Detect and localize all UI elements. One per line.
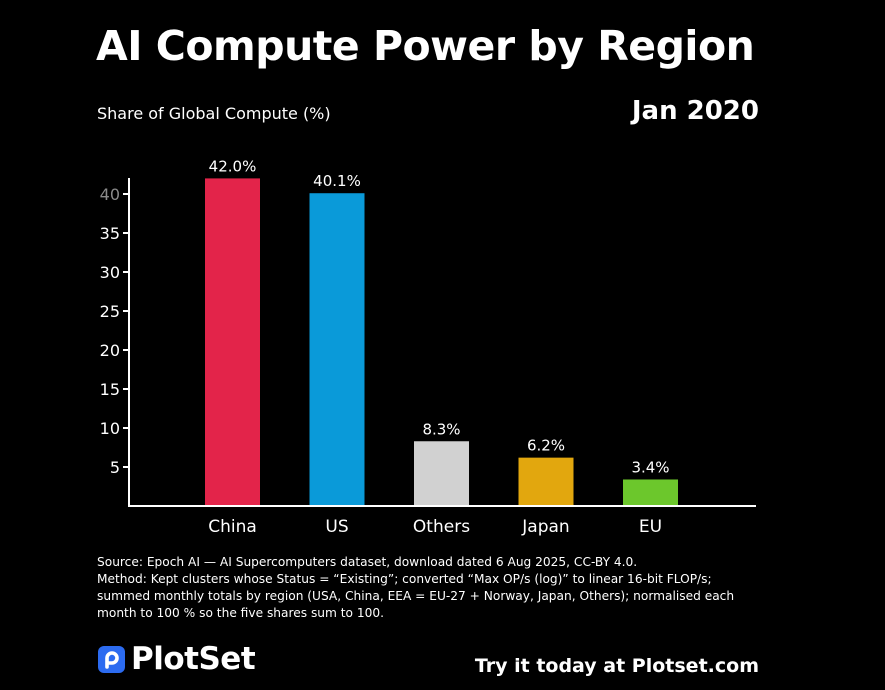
y-tick-label: 15 — [100, 380, 120, 399]
y-tick-label: 25 — [100, 302, 120, 321]
footnote-method-line-1: Method: Kept clusters whose Status = “Ex… — [97, 572, 712, 586]
bar-us — [309, 193, 365, 506]
data-label-china: 42.0% — [209, 157, 257, 175]
data-label-others: 8.3% — [422, 420, 460, 438]
footnote-method-line-2: summed monthly totals by region (USA, Ch… — [97, 589, 735, 603]
data-labels: 42.0% 40.1% 8.3% 6.2% 3.4% — [209, 157, 670, 476]
category-label-china: China — [208, 517, 257, 537]
bar-china — [205, 178, 260, 506]
data-label-us: 40.1% — [313, 172, 361, 190]
cta-link[interactable]: Try it today at Plotset.com — [474, 655, 759, 677]
y-axis-ticks: 5 10 15 20 25 30 35 40 — [100, 185, 129, 477]
data-label-japan: 6.2% — [527, 437, 565, 455]
date-label: Jan 2020 — [631, 96, 759, 126]
plotset-logo[interactable]: PlotSet — [98, 641, 256, 677]
category-labels: China US Others Japan EU — [208, 517, 662, 537]
bar-japan — [518, 457, 574, 506]
bar-others — [414, 441, 469, 506]
chart-title: AI Compute Power by Region — [96, 22, 755, 70]
plotset-logo-icon — [98, 645, 125, 673]
y-axis-title: Share of Global Compute (%) — [97, 104, 331, 123]
category-label-others: Others — [413, 517, 470, 537]
y-tick-label: 20 — [100, 341, 120, 360]
y-tick-label: 10 — [100, 419, 120, 438]
footnote-source: Source: Epoch AI — AI Supercomputers dat… — [97, 555, 638, 569]
y-tick-label: 40 — [100, 185, 120, 204]
category-label-japan: Japan — [521, 517, 569, 537]
category-label-us: US — [325, 517, 348, 537]
bars — [205, 178, 678, 506]
footnote-method-line-3: month to 100 % so the five shares sum to… — [97, 606, 385, 620]
y-tick-label: 5 — [110, 458, 120, 477]
y-tick-label: 35 — [100, 224, 120, 243]
category-label-eu: EU — [639, 517, 662, 537]
bar-chart: 5 10 15 20 25 30 35 40 42.0% 40.1% 8.3% 6.2% 3.4% C… — [100, 157, 756, 537]
bar-eu — [623, 479, 678, 506]
brand-name: PlotSet — [131, 641, 256, 677]
y-tick-label: 30 — [100, 263, 120, 282]
data-label-eu: 3.4% — [631, 458, 669, 476]
footnote: Source: Epoch AI — AI Supercomputers dat… — [97, 554, 777, 622]
